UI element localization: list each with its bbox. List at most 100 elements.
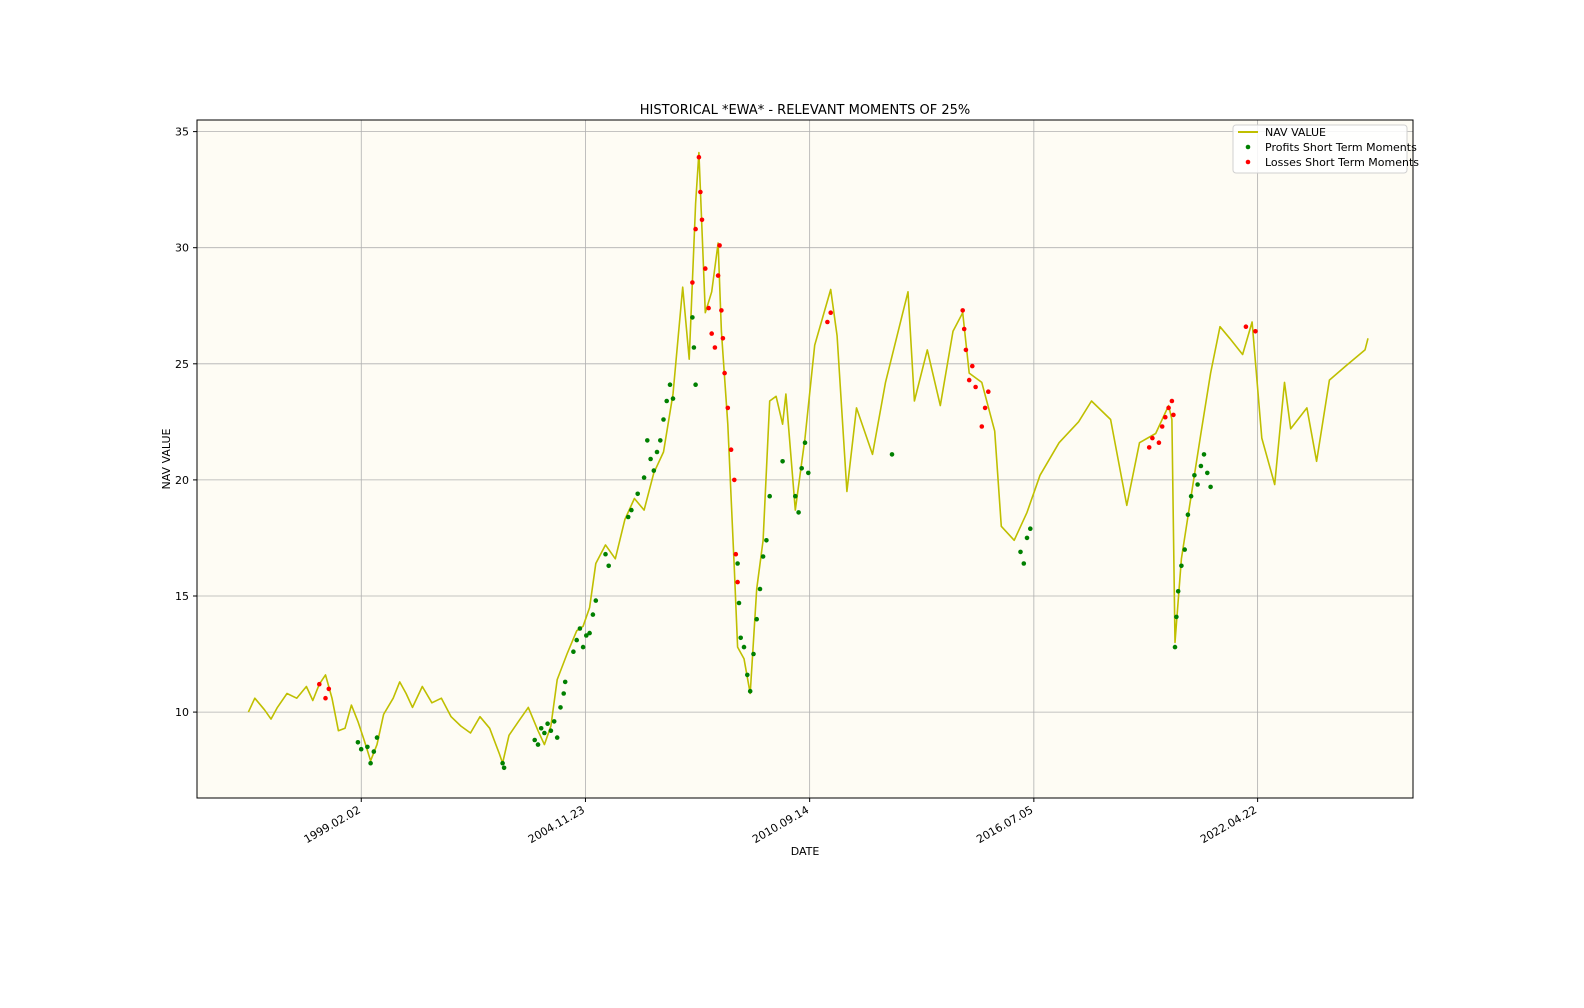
loss-point: [699, 217, 705, 223]
profit-point: [764, 538, 769, 543]
loss-point: [1169, 398, 1175, 404]
profit-point: [1195, 482, 1200, 487]
profit-point: [658, 438, 663, 443]
profit-point: [542, 730, 547, 736]
y-tick-label: 20: [175, 474, 189, 487]
y-axis-label: NAV VALUE: [160, 428, 173, 489]
loss-point: [323, 695, 328, 701]
loss-point: [1156, 440, 1162, 446]
loss-point: [732, 477, 737, 483]
legend-swatch-profits: [1245, 144, 1251, 150]
profit-point: [654, 449, 660, 455]
profit-point: [690, 315, 695, 320]
plot-frame: [196, 119, 1414, 799]
profit-point: [1185, 512, 1191, 517]
loss-point: [1243, 324, 1249, 330]
profit-point: [371, 749, 377, 754]
loss-point: [703, 266, 708, 271]
loss-point: [960, 308, 965, 313]
profit-point: [551, 719, 557, 724]
loss-point: [712, 345, 718, 350]
loss-point: [1166, 405, 1171, 411]
profit-point: [648, 456, 653, 462]
loss-point: [986, 389, 991, 395]
profit-point: [587, 630, 592, 636]
loss-point: [1171, 412, 1176, 418]
chart-title: HISTORICAL *EWA* - RELEVANT MOMENTS OF 2…: [640, 103, 971, 118]
loss-point: [722, 370, 727, 376]
profit-point: [670, 396, 676, 401]
x-axis-label: DATE: [791, 845, 820, 858]
profit-point: [889, 452, 895, 457]
y-tick-label: 30: [175, 242, 189, 255]
profit-point: [593, 598, 599, 603]
loss-point: [709, 331, 714, 336]
profit-point: [806, 470, 811, 476]
y-tick-label: 25: [175, 358, 189, 371]
loss-point: [979, 424, 985, 429]
profit-point: [584, 633, 589, 638]
profit-point: [501, 765, 507, 771]
loss-point: [1146, 445, 1152, 450]
profit-point: [562, 679, 568, 685]
loss-point: [828, 310, 833, 316]
loss-point: [728, 447, 734, 453]
profit-point: [738, 635, 743, 641]
profit-point: [802, 440, 808, 446]
profit-point: [661, 417, 666, 422]
loss-point: [717, 243, 722, 248]
loss-point: [720, 336, 726, 341]
profit-point: [535, 742, 541, 747]
profit-point: [751, 651, 756, 657]
profit-point: [1172, 644, 1178, 650]
profit-point: [1174, 614, 1179, 620]
y-tick-label: 15: [175, 590, 189, 603]
profit-point: [590, 612, 596, 617]
profit-point: [1028, 526, 1033, 531]
loss-point: [982, 405, 988, 411]
profit-point: [1024, 535, 1030, 541]
profit-point: [368, 760, 373, 766]
profit-point: [606, 563, 611, 569]
profit-point: [374, 735, 380, 740]
loss-point: [825, 319, 830, 325]
loss-point: [725, 405, 731, 411]
loss-point: [1159, 424, 1165, 429]
gridlines: [197, 120, 1413, 798]
loss-point: [973, 384, 978, 390]
profit-point: [1175, 589, 1181, 594]
profit-point: [1188, 493, 1194, 499]
loss-point: [696, 154, 702, 160]
profit-point: [747, 688, 753, 694]
loss-point: [963, 347, 969, 353]
profit-point: [554, 735, 560, 740]
legend-box: [1232, 124, 1408, 174]
profit-point: [1208, 484, 1213, 490]
profit-point: [1205, 470, 1210, 476]
legend-label-losses: Losses Short Term Moments: [1265, 156, 1419, 169]
loss-point: [733, 551, 739, 557]
profit-point: [629, 507, 634, 513]
profit-point: [793, 493, 798, 499]
profit-point: [780, 459, 785, 464]
x-tick-label: 2004.11.23: [526, 803, 587, 846]
loss-point: [966, 377, 972, 383]
legend-label-nav: NAV VALUE: [1265, 126, 1326, 139]
profit-point: [745, 672, 750, 678]
loss-point: [719, 308, 724, 313]
loss-point: [1253, 329, 1258, 334]
x-axis: 1999.02.02 2004.11.23 2010.09.14 2016.07.05…: [302, 798, 1259, 846]
profit-point: [548, 728, 554, 733]
profit-point: [558, 705, 563, 710]
profit-point: [767, 493, 772, 499]
plot-area: [197, 120, 1413, 798]
profit-point: [1198, 463, 1204, 469]
profit-point: [664, 398, 669, 404]
loss-point: [326, 686, 332, 692]
x-tick-label: 1999.02.02: [302, 803, 363, 846]
profit-point: [635, 491, 640, 497]
profit-point: [355, 740, 361, 745]
loss-point: [1150, 435, 1155, 441]
profit-point: [693, 382, 698, 388]
profit-point: [577, 626, 583, 631]
